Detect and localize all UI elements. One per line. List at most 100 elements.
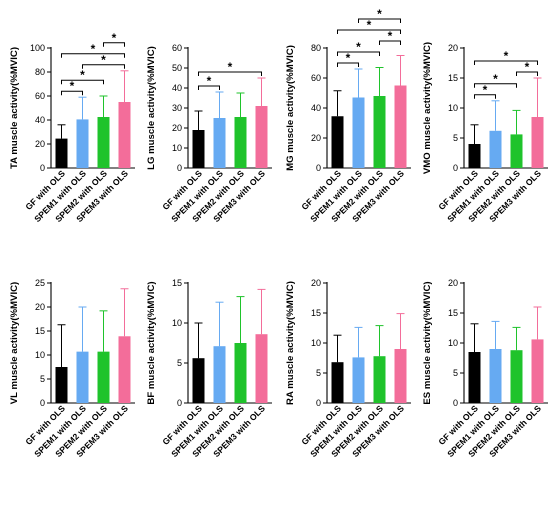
bar: [468, 144, 481, 168]
significance-bracket: [337, 29, 401, 34]
y-tick-label: 15: [448, 308, 458, 318]
significance-star: *: [101, 53, 106, 67]
y-tick-label: 80: [35, 67, 45, 77]
bar: [213, 118, 226, 168]
significance-star: *: [367, 18, 372, 32]
y-axis-title: BF muscle activity(%MVIC): [146, 281, 157, 404]
bar: [118, 336, 131, 403]
y-tick-label: 25: [35, 278, 45, 288]
y-tick-label: 40: [172, 83, 182, 93]
y-tick-label: 15: [311, 308, 321, 318]
y-tick-label: 40: [311, 103, 321, 113]
significance-star: *: [112, 31, 117, 45]
y-tick-label: 60: [35, 91, 45, 101]
y-tick-label: 5: [316, 368, 321, 378]
y-axis-title: ES muscle activity(%MVIC): [422, 281, 433, 404]
y-axis-title: VMO muscle activity(%MVIC): [422, 42, 433, 174]
y-tick-label: 15: [448, 73, 458, 83]
y-tick-label: 10: [448, 338, 458, 348]
significance-star: *: [207, 74, 212, 88]
y-tick-label: 100: [30, 43, 45, 53]
bar: [531, 339, 544, 403]
y-tick-label: 50: [172, 63, 182, 73]
bar: [213, 346, 226, 403]
y-tick-label: 15: [172, 278, 182, 288]
y-tick-label: 0: [40, 163, 45, 173]
y-tick-label: 20: [448, 278, 458, 288]
significance-bracket: [474, 83, 517, 88]
bar: [352, 357, 365, 403]
y-tick-label: 10: [311, 338, 321, 348]
y-tick-label: 80: [311, 43, 321, 53]
bar: [234, 343, 247, 403]
bar: [468, 352, 481, 403]
y-tick-label: 20: [35, 302, 45, 312]
significance-star: *: [346, 51, 351, 65]
significance-bracket: [474, 60, 538, 65]
y-tick-label: 40: [35, 115, 45, 125]
bar: [234, 117, 247, 168]
significance-star: *: [483, 83, 488, 97]
bar: [331, 362, 344, 403]
y-tick-label: 60: [311, 73, 321, 83]
significance-star: *: [493, 72, 498, 86]
bar: [510, 134, 523, 168]
y-tick-label: 20: [172, 123, 182, 133]
bar: [394, 85, 407, 168]
bar: [76, 119, 89, 168]
y-axis-title: RA muscle activity(%MVIC): [285, 281, 296, 405]
bar: [192, 358, 205, 403]
bar: [531, 117, 544, 168]
y-tick-label: 10: [35, 350, 45, 360]
y-tick-label: 0: [453, 163, 458, 173]
significance-bracket: [198, 71, 262, 76]
y-tick-label: 5: [40, 374, 45, 384]
y-axis-title: MG muscle activity(%MVIC): [285, 45, 296, 171]
bar: [352, 97, 365, 168]
bar: [76, 351, 89, 403]
y-tick-label: 10: [448, 103, 458, 113]
significance-star: *: [525, 60, 530, 74]
y-tick-label: 0: [177, 163, 182, 173]
y-tick-label: 10: [172, 143, 182, 153]
y-tick-label: 0: [453, 398, 458, 408]
significance-bracket: [337, 51, 380, 56]
significance-bracket: [337, 62, 359, 67]
bar: [55, 138, 68, 168]
chart-panel-1: LG muscle activity(%MVIC) 0102030405060GF…: [146, 43, 272, 224]
significance-bracket: [61, 90, 83, 96]
significance-bracket: [358, 18, 401, 23]
bar: [510, 350, 523, 403]
significance-bracket: [61, 79, 104, 85]
bar: [118, 102, 131, 168]
bar: [373, 96, 386, 168]
y-tick-label: 20: [448, 43, 458, 53]
significance-bracket: [516, 71, 538, 76]
significance-star: *: [70, 79, 75, 93]
significance-bracket: [379, 40, 401, 45]
y-tick-label: 20: [311, 278, 321, 288]
y-axis-title: VL muscle activity(%MVIC): [9, 282, 20, 404]
y-tick-label: 10: [172, 318, 182, 328]
y-tick-label: 20: [311, 133, 321, 143]
significance-star: *: [228, 60, 233, 74]
significance-bracket: [103, 42, 125, 47]
bar: [331, 116, 344, 168]
significance-star: *: [377, 7, 382, 21]
bar: [394, 349, 407, 403]
y-tick-label: 0: [177, 398, 182, 408]
significance-star: *: [504, 49, 509, 63]
y-tick-label: 20: [35, 139, 45, 149]
chart-panel-0: TA muscle activity(%MVIC) 020406080100GF …: [9, 31, 135, 224]
bar: [97, 351, 110, 403]
bar: [255, 334, 268, 403]
bar: [255, 106, 268, 168]
significance-star: *: [356, 40, 361, 54]
y-tick-label: 0: [40, 398, 45, 408]
bar: [97, 117, 110, 168]
